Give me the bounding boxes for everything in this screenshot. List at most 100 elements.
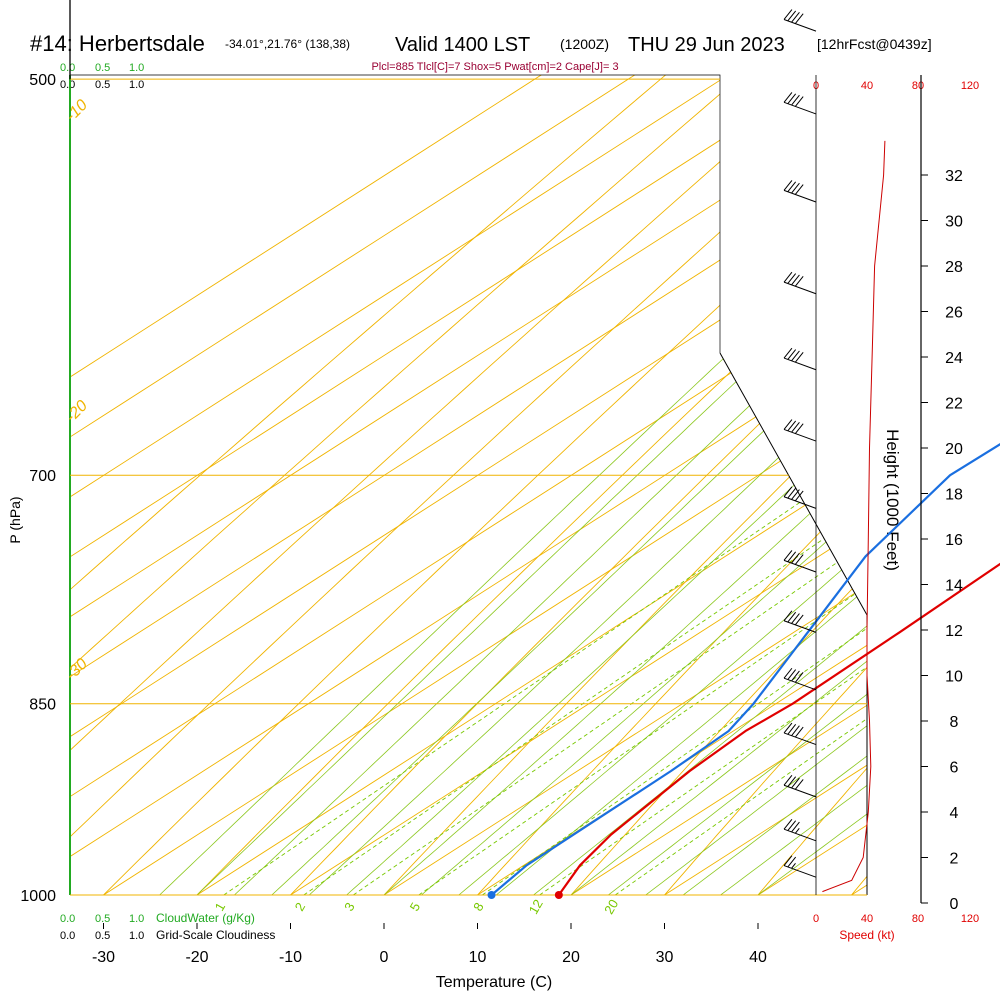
- isotherm: [388, 0, 1000, 952]
- mixing-ratio-line: [419, 0, 1000, 895]
- wind-barb-shaft: [784, 497, 816, 509]
- speed-bottom-tick: 80: [912, 913, 924, 925]
- height-tick-label: 32: [945, 168, 963, 185]
- dewpoint-surface-marker: [488, 891, 496, 899]
- wind-barb-feather: [792, 183, 800, 193]
- temperature-line: [559, 0, 1000, 895]
- isotherm-labels: -10-0-10-20-300102030: [63, 0, 1000, 684]
- temperature-tick-label: 20: [562, 949, 580, 966]
- cloudiness-top-tick: 0.0: [60, 79, 75, 91]
- mixing-ratio-label: 8: [470, 900, 487, 914]
- isotherm-label: -20: [63, 397, 91, 425]
- wind-barb-feather: [792, 275, 800, 285]
- moist-adiabat: [421, 0, 1000, 895]
- cloudiness-top-scale: 0.0 0.5 1.0: [60, 79, 144, 91]
- wind-barb-feather: [788, 724, 796, 734]
- wind-barb-feather: [792, 95, 800, 105]
- moist-adiabat: [608, 0, 1000, 895]
- wind-barb-feather: [792, 351, 800, 361]
- wind-barb-shaft: [784, 829, 816, 841]
- speed-axis-label: Speed (kt): [839, 928, 894, 942]
- wind-barb-feather: [784, 348, 792, 358]
- speed-bottom-tick: 0: [813, 913, 819, 925]
- wind-barb-feather: [784, 668, 792, 678]
- wind-barb: [784, 348, 816, 370]
- isotherm: [14, 0, 1000, 952]
- mixing-ratio-label: 2: [292, 900, 309, 914]
- valid-date: THU 29 Jun 2023: [628, 34, 785, 56]
- wind-barb-feather: [788, 182, 796, 192]
- temperature-tick-label: 10: [469, 949, 487, 966]
- dry-adiabat: [0, 0, 1000, 952]
- mixing-ratio-line: [540, 0, 1000, 895]
- cloudwater-bottom-tick: 0.0: [60, 913, 75, 925]
- height-tick-label: 12: [945, 623, 963, 640]
- wind-barb-shaft: [784, 282, 816, 294]
- wind-barb-shaft: [784, 733, 816, 745]
- isotherm: [855, 0, 1000, 952]
- cloudwater-top-scale: 0.0 0.5 1.0: [60, 62, 144, 74]
- station-coords: -34.01°,21.76° (138,38): [225, 37, 350, 51]
- thermo-grid: [0, 0, 1000, 952]
- pressure-tick-label: 850: [29, 697, 56, 714]
- speed-top-tick: 120: [961, 80, 979, 92]
- wind-barb: [784, 487, 816, 509]
- isotherm: [0, 0, 1000, 952]
- isotherm: [0, 0, 1000, 952]
- dry-adiabat: [615, 0, 1000, 952]
- wind-barb-feather: [784, 10, 792, 20]
- isotherm: [0, 0, 1000, 952]
- wind-barb: [784, 10, 816, 32]
- cloudiness-legend: Grid-Scale Cloudiness: [156, 928, 275, 942]
- speed-profile-line: [822, 141, 885, 892]
- temperature-tick-label: 30: [656, 949, 674, 966]
- wind-barb: [784, 819, 816, 841]
- wind-barb-half-feather: [795, 828, 799, 833]
- cloudiness-top-tick: 1.0: [129, 79, 144, 91]
- temperature-tick-label: -30: [92, 949, 115, 966]
- indices-line: Plcl=885 Tlcl[C]=7 Shox=5 Pwat[cm]=2 Cap…: [371, 61, 618, 73]
- cloudwater-top-tick: 0.5: [95, 62, 110, 74]
- height-tick-label: 8: [950, 714, 959, 731]
- wind-barb-shaft: [784, 429, 816, 441]
- pressure-tick-label: 700: [29, 468, 56, 485]
- temperature-tick-label: -20: [185, 949, 208, 966]
- speed-bottom-tick: 40: [861, 913, 873, 925]
- y-axis-label: P (hPa): [7, 496, 23, 543]
- cloudwater-bottom-tick: 1.0: [129, 913, 144, 925]
- speed-top-scale: 0 40 80 120: [813, 80, 979, 92]
- mixing-ratio-label: 12: [526, 897, 546, 917]
- wind-barb: [784, 272, 816, 294]
- height-tick-label: 14: [945, 578, 963, 595]
- isotherm: [0, 0, 1000, 952]
- moist-adiabat: [459, 0, 1000, 895]
- height-tick-label: 24: [945, 350, 963, 367]
- wind-barb-feather: [792, 822, 800, 832]
- forecast-label: [12hrFcst@0439z]: [817, 36, 932, 52]
- wind-panel: [784, 0, 885, 895]
- dry-adiabat: [0, 0, 1000, 952]
- dry-adiabat: [46, 0, 1000, 952]
- wind-barb: [784, 180, 816, 202]
- cloudwater-top-tick: 1.0: [129, 62, 144, 74]
- wind-barb-feather: [788, 821, 796, 831]
- mixing-ratio-label: 20: [601, 897, 621, 917]
- wind-barb-feather: [784, 92, 792, 102]
- moist-adiabat: [758, 0, 1000, 895]
- height-tick-label: 30: [945, 214, 963, 231]
- height-tick-label: 6: [950, 760, 959, 777]
- temperature-tick-label: 0: [380, 949, 389, 966]
- cloudwater-top-tick: 0.0: [60, 62, 75, 74]
- wind-barb-feather: [795, 615, 803, 625]
- isotherm-label: -30: [63, 655, 91, 683]
- wind-barb-feather: [788, 11, 796, 21]
- temperature-tick-label: 40: [749, 949, 767, 966]
- dry-adiabat: [994, 0, 1000, 952]
- wind-barb: [784, 420, 816, 442]
- wind-barb-shaft: [784, 785, 816, 797]
- wind-barb-feather: [795, 14, 803, 24]
- wind-barb-feather: [784, 420, 792, 430]
- wind-barb: [784, 775, 816, 797]
